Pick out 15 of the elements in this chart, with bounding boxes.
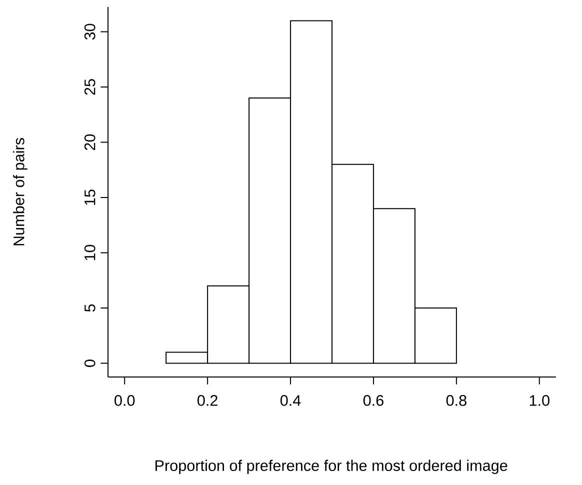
y-tick-label: 15 xyxy=(84,190,96,205)
x-tick-label: 0.0 xyxy=(114,395,135,406)
y-tick-label: 0 xyxy=(84,360,96,367)
x-tick-label: 0.8 xyxy=(446,395,466,406)
y-tick-label: 30 xyxy=(84,24,96,40)
y-axis-title: Number of pairs xyxy=(13,138,28,246)
x-tick-label: 0.4 xyxy=(280,395,301,406)
y-tick-label: 20 xyxy=(84,134,96,150)
y-tick-label: 10 xyxy=(84,244,96,260)
x-tick-label: 0.6 xyxy=(363,395,384,406)
x-tick-label: 1.0 xyxy=(530,395,550,406)
y-tick-label: 5 xyxy=(84,304,96,312)
x-tick-label: 0.2 xyxy=(198,395,218,406)
x-axis-title: Proportion of preference for the most ordered image xyxy=(156,460,508,474)
y-tick-label: 25 xyxy=(84,79,96,95)
